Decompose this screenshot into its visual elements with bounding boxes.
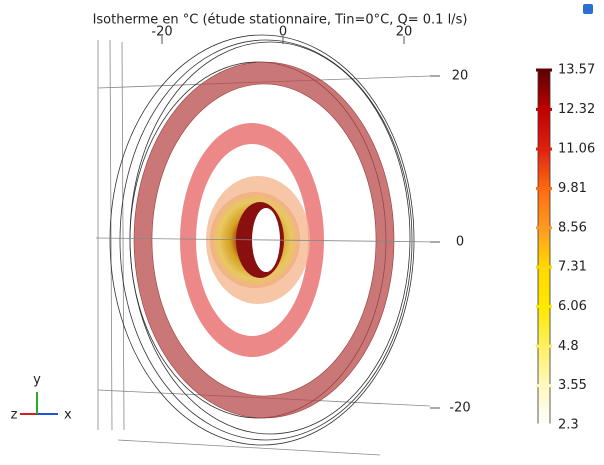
colorbar-tick-label: 3.55 [558, 378, 587, 393]
wire [118, 440, 380, 455]
x-tick-label: 20 [396, 25, 413, 40]
wire [122, 42, 124, 430]
colorbar-tick-label: 8.56 [558, 220, 587, 235]
triad-label: z [11, 408, 18, 423]
triad-label: x [64, 408, 72, 423]
y-tick-label: -20 [449, 401, 470, 416]
colorbar-tick-label: 7.31 [558, 260, 587, 275]
colorbar-tick-label: 2.3 [558, 418, 579, 433]
view-icon[interactable] [583, 4, 593, 14]
axis-triad: x y z [11, 373, 72, 423]
y-tick-label: 0 [456, 235, 464, 250]
y-tick-label: 20 [452, 69, 469, 84]
colorbar-tick-label: 6.06 [558, 299, 587, 314]
colorbar-tick-label: 4.8 [558, 339, 579, 354]
colorbar-tick-label: 12.32 [558, 102, 595, 117]
colorbar-tick-label: 9.81 [558, 181, 587, 196]
x-tick-label: 0 [279, 25, 287, 40]
triad-label: y [33, 373, 41, 388]
colorbar-tick-label: 11.06 [558, 142, 595, 157]
geometry [96, 35, 440, 455]
x-tick-label: -20 [151, 25, 172, 40]
chart: Isotherme en °C (étude stationnaire, Tin… [0, 0, 604, 461]
colorbar-tick-label: 13.57 [558, 63, 595, 78]
colorbar [538, 70, 550, 425]
